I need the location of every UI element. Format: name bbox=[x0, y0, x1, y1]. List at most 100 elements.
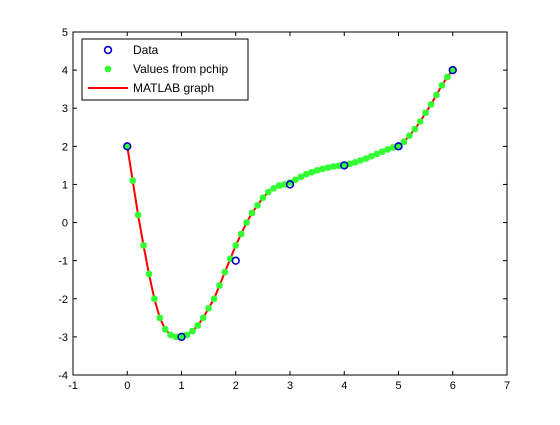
asterisk-stroke bbox=[324, 164, 332, 171]
asterisk-stroke bbox=[384, 146, 391, 153]
data-point-pchip bbox=[270, 185, 277, 192]
data-point-data bbox=[448, 65, 457, 75]
asterisk-stroke bbox=[449, 66, 456, 74]
asterisk-stroke bbox=[248, 209, 256, 217]
y-tick-label: -1 bbox=[58, 256, 68, 268]
asterisk-stroke bbox=[145, 270, 153, 278]
asterisk-stroke bbox=[319, 165, 326, 173]
data-point-pchip bbox=[275, 182, 283, 189]
y-tick-label: 3 bbox=[62, 103, 68, 115]
x-tick-label: 0 bbox=[124, 380, 130, 392]
asterisk-stroke bbox=[254, 202, 261, 209]
asterisk-stroke bbox=[104, 65, 112, 73]
asterisk-stroke bbox=[395, 143, 402, 150]
asterisk-stroke bbox=[406, 132, 413, 139]
data-point-pchip bbox=[313, 167, 321, 174]
data-point-pchip bbox=[161, 326, 169, 333]
data-point-pchip bbox=[129, 177, 136, 184]
asterisk-stroke bbox=[221, 268, 229, 276]
x-tick-label: 2 bbox=[233, 380, 239, 392]
data-point-pchip bbox=[373, 150, 381, 158]
asterisk-stroke bbox=[129, 177, 136, 184]
data-point-pchip bbox=[156, 314, 164, 322]
series-layer bbox=[123, 65, 457, 342]
data-point-pchip bbox=[357, 157, 364, 164]
data-point-pchip bbox=[167, 331, 174, 339]
data-point-pchip bbox=[140, 242, 147, 249]
asterisk-stroke bbox=[297, 173, 305, 181]
asterisk-stroke bbox=[433, 91, 440, 99]
asterisk-stroke bbox=[124, 143, 131, 150]
legend-label: Values from pchip bbox=[133, 62, 228, 76]
x-tick-label: -1 bbox=[68, 380, 78, 392]
data-point-pchip bbox=[237, 230, 245, 238]
y-tick-label: -3 bbox=[58, 332, 68, 344]
asterisk-stroke bbox=[368, 152, 375, 160]
data-point-pchip bbox=[145, 270, 153, 278]
x-tick-label: 6 bbox=[450, 380, 456, 392]
asterisk-stroke bbox=[265, 188, 272, 196]
y-tick-label: 5 bbox=[62, 27, 68, 39]
data-point-pchip bbox=[384, 146, 391, 153]
x-tick-label: 3 bbox=[287, 380, 293, 392]
data-point-pchip bbox=[303, 170, 310, 178]
asterisk-stroke bbox=[189, 327, 196, 335]
data-point-data bbox=[285, 180, 295, 189]
data-point-pchip bbox=[422, 109, 429, 117]
data-point-pchip bbox=[433, 91, 440, 99]
asterisk-stroke bbox=[216, 282, 223, 289]
data-point-pchip bbox=[438, 82, 446, 89]
data-point-pchip bbox=[449, 66, 456, 74]
data-point-pchip bbox=[319, 165, 326, 173]
asterisk-stroke bbox=[275, 182, 283, 189]
data-point-data bbox=[177, 332, 186, 342]
asterisk-stroke bbox=[362, 155, 370, 162]
asterisk-stroke bbox=[411, 125, 419, 133]
data-point-pchip bbox=[406, 132, 413, 139]
asterisk-stroke bbox=[313, 167, 321, 174]
data-point-pchip bbox=[378, 148, 386, 155]
data-point-pchip bbox=[248, 209, 256, 217]
data-point-pchip bbox=[292, 176, 299, 184]
asterisk-stroke bbox=[400, 138, 408, 146]
x-tick-label: 4 bbox=[341, 380, 347, 392]
asterisk-stroke bbox=[232, 242, 239, 249]
legend: Data Values from pchip MATLAB graph bbox=[81, 38, 249, 101]
asterisk-stroke bbox=[416, 118, 424, 125]
data-point-pchip bbox=[330, 163, 337, 170]
asterisk-stroke bbox=[243, 219, 250, 226]
data-point-pchip bbox=[416, 118, 424, 125]
asterisk-stroke bbox=[444, 73, 451, 81]
legend-swatch-data bbox=[103, 45, 113, 55]
data-point-pchip bbox=[297, 173, 305, 181]
data-point-pchip bbox=[400, 138, 408, 146]
asterisk-stroke bbox=[227, 255, 234, 263]
asterisk-stroke bbox=[259, 194, 267, 202]
legend-label: Data bbox=[133, 43, 159, 57]
data-point-pchip bbox=[265, 188, 272, 196]
asterisk-stroke bbox=[140, 242, 147, 249]
asterisk-stroke bbox=[303, 170, 310, 178]
asterisk-stroke bbox=[161, 326, 169, 333]
asterisk-stroke bbox=[308, 169, 315, 176]
data-point-pchip bbox=[178, 333, 185, 341]
data-point-pchip bbox=[124, 143, 131, 150]
asterisk-stroke bbox=[199, 314, 207, 322]
data-point-pchip bbox=[362, 155, 370, 162]
asterisk-stroke bbox=[134, 211, 142, 219]
data-point-data bbox=[340, 161, 349, 170]
x-tick-label: 5 bbox=[395, 380, 401, 392]
asterisk-stroke bbox=[330, 163, 337, 170]
data-point-pchip bbox=[194, 322, 202, 329]
asterisk-stroke bbox=[341, 162, 348, 169]
data-point-pchip bbox=[324, 164, 332, 171]
data-point-data bbox=[231, 256, 240, 265]
data-point-pchip bbox=[427, 101, 435, 108]
legend-swatch-pchip bbox=[104, 65, 112, 73]
asterisk-stroke bbox=[427, 101, 435, 108]
y-tick-label: 2 bbox=[62, 141, 68, 153]
data-point-pchip bbox=[259, 194, 267, 202]
y-tick-label: 1 bbox=[62, 179, 68, 191]
